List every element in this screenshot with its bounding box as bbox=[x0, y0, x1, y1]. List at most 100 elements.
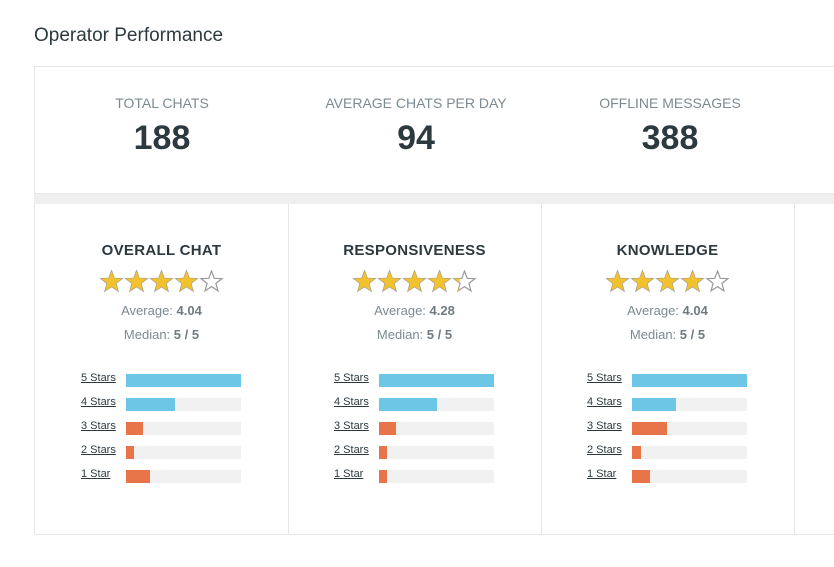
star-fill bbox=[707, 278, 708, 279]
bar bbox=[126, 374, 241, 387]
median-value: 5 / 5 bbox=[679, 327, 706, 342]
distribution-row: 5 Stars bbox=[334, 372, 504, 396]
star-outline bbox=[377, 269, 402, 293]
bar-track bbox=[379, 374, 494, 387]
bar-track bbox=[632, 374, 747, 387]
star-link[interactable]: 5 Stars bbox=[587, 372, 622, 384]
star-link[interactable]: 2 Stars bbox=[587, 444, 622, 456]
stat: AVERAGE CHATS PER DAY 94 bbox=[289, 95, 543, 158]
distribution-row: 1 Star bbox=[81, 468, 251, 492]
distribution-row: 3 Stars bbox=[81, 420, 251, 444]
star-outline bbox=[124, 269, 149, 293]
bar-track bbox=[632, 470, 747, 483]
bar bbox=[632, 374, 747, 387]
star-link[interactable]: 3 Stars bbox=[81, 420, 116, 432]
average-value: 4.28 bbox=[429, 303, 455, 318]
stat: OFFLINE MESSAGES 388 bbox=[543, 95, 797, 158]
distribution: 5 Stars 4 Stars 3 Stars 2 Stars 1 Star bbox=[587, 372, 757, 492]
distribution-row: 4 Stars bbox=[587, 396, 757, 420]
rating-panel: KNOWLEDGE Average: 4.04 Median: 5 / 5 5 Sta… bbox=[541, 204, 795, 534]
stat-value: 94 bbox=[397, 119, 435, 157]
star-link[interactable]: 2 Stars bbox=[81, 444, 116, 456]
star-link[interactable]: 4 Stars bbox=[587, 396, 622, 408]
average: Average: 4.04 bbox=[541, 303, 794, 318]
stat-label: OFFLINE MESSAGES bbox=[599, 95, 741, 111]
star-outline bbox=[680, 269, 705, 293]
bar-track bbox=[379, 422, 494, 435]
star-outline bbox=[655, 269, 680, 293]
bar-track bbox=[126, 446, 241, 459]
star-outline bbox=[402, 269, 427, 293]
star-link[interactable]: 4 Stars bbox=[81, 396, 116, 408]
average-label: Average: bbox=[627, 303, 679, 318]
star-fill bbox=[201, 278, 202, 279]
bar bbox=[379, 374, 494, 387]
panel-title: RESPONSIVENESS bbox=[343, 242, 486, 259]
star-fill bbox=[404, 271, 425, 291]
star-outline bbox=[174, 269, 199, 293]
bar bbox=[126, 470, 151, 483]
star-fill bbox=[607, 271, 628, 291]
bar-track bbox=[632, 446, 747, 459]
distribution-row: 2 Stars bbox=[334, 444, 504, 468]
bar bbox=[632, 398, 676, 411]
stat: TOTAL CHATS 188 bbox=[35, 95, 289, 158]
star-rating bbox=[35, 269, 288, 294]
page-title: Operator Performance bbox=[34, 25, 224, 46]
star-fill bbox=[151, 271, 172, 291]
star-fill bbox=[454, 278, 460, 291]
bar-track bbox=[379, 398, 494, 411]
star-fill bbox=[126, 271, 147, 291]
star-link[interactable]: 5 Stars bbox=[81, 372, 116, 384]
star-fill bbox=[682, 271, 703, 291]
median-label: Median: bbox=[376, 327, 424, 342]
bar-track bbox=[379, 446, 494, 459]
star-link[interactable]: 1 Star bbox=[334, 468, 364, 480]
average-label: Average: bbox=[374, 303, 426, 318]
bar bbox=[632, 470, 651, 483]
bar bbox=[632, 422, 667, 435]
bar-track bbox=[126, 470, 241, 483]
stat-label: AVERAGE CHATS PER DAY bbox=[325, 95, 507, 111]
bar bbox=[379, 398, 437, 411]
rating-panel: OVERALL CHAT Average: 4.04 Median: 5 / 5 5 … bbox=[35, 204, 289, 534]
star-outline bbox=[630, 269, 655, 293]
distribution-row: 5 Stars bbox=[81, 372, 251, 396]
bar-track bbox=[632, 398, 747, 411]
distribution: 5 Stars 4 Stars 3 Stars 2 Stars 1 Star bbox=[334, 372, 504, 492]
star-rating bbox=[541, 269, 794, 294]
star-link[interactable]: 1 Star bbox=[587, 468, 617, 480]
median-label: Median: bbox=[123, 327, 171, 342]
bar bbox=[379, 470, 388, 483]
star-fill bbox=[632, 271, 653, 291]
star-rating bbox=[288, 269, 541, 294]
stats-box: TOTAL CHATS 188 AVERAGE CHATS PER DAY 94 OFF… bbox=[34, 66, 834, 194]
star-outline bbox=[452, 269, 477, 293]
star-link[interactable]: 3 Stars bbox=[334, 420, 369, 432]
average-label: Average: bbox=[121, 303, 173, 318]
average-value: 4.04 bbox=[176, 303, 202, 318]
stat-value: 188 bbox=[133, 119, 191, 157]
star-link[interactable]: 1 Star bbox=[81, 468, 111, 480]
stars bbox=[352, 269, 477, 293]
median: Median: 5 / 5 bbox=[35, 327, 288, 342]
star-link[interactable]: 3 Stars bbox=[587, 420, 622, 432]
star-fill bbox=[657, 271, 678, 291]
star-outline bbox=[149, 269, 174, 293]
stat-label: TOTAL CHATS bbox=[115, 95, 209, 111]
star-fill bbox=[101, 271, 122, 291]
stars bbox=[605, 269, 730, 293]
star-link[interactable]: 2 Stars bbox=[334, 444, 369, 456]
median: Median: 5 / 5 bbox=[288, 327, 541, 342]
divider bbox=[34, 194, 834, 204]
panel-title: OVERALL CHAT bbox=[101, 242, 222, 259]
bar-track bbox=[126, 422, 241, 435]
star-link[interactable]: 5 Stars bbox=[334, 372, 369, 384]
average-value: 4.04 bbox=[682, 303, 708, 318]
panel-title: KNOWLEDGE bbox=[616, 242, 719, 259]
distribution-row: 3 Stars bbox=[587, 420, 757, 444]
distribution-row: 3 Stars bbox=[334, 420, 504, 444]
star-link[interactable]: 4 Stars bbox=[334, 396, 369, 408]
